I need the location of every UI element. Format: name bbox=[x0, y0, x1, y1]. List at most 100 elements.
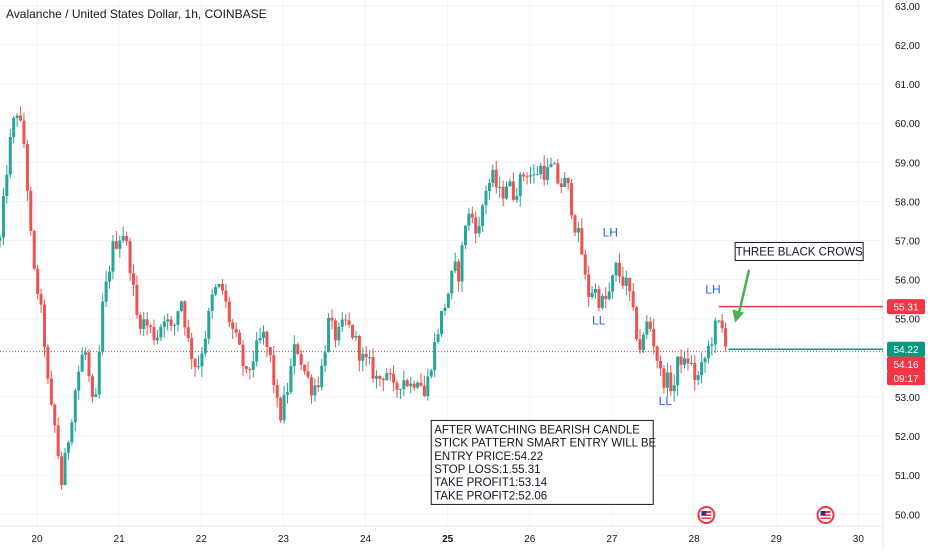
candle-body bbox=[84, 352, 88, 355]
candle-body bbox=[522, 174, 526, 177]
candle-body bbox=[412, 383, 416, 388]
candle-body bbox=[306, 371, 310, 378]
candle-body bbox=[419, 382, 423, 386]
candle-body bbox=[703, 358, 707, 363]
y-tick-label: 55.00 bbox=[895, 315, 920, 326]
candle-body bbox=[272, 355, 276, 386]
candle-body bbox=[563, 177, 567, 188]
candle-body bbox=[152, 327, 156, 341]
candle-body bbox=[166, 319, 170, 322]
candle-body bbox=[0, 237, 2, 241]
candle-body bbox=[183, 301, 187, 328]
x-tick-label: 30 bbox=[853, 534, 865, 545]
stop-loss-badge bbox=[887, 299, 925, 315]
candle-body bbox=[385, 373, 389, 381]
candle-body bbox=[652, 328, 656, 347]
candle-body bbox=[463, 225, 467, 246]
y-tick-label: 53.00 bbox=[895, 393, 920, 404]
candle-body bbox=[159, 326, 163, 338]
price-axis[interactable]: 50.0051.0052.0053.0054.0055.0056.0057.00… bbox=[895, 2, 920, 521]
candle-body bbox=[327, 317, 331, 353]
candle-body bbox=[576, 228, 580, 233]
candle-body bbox=[474, 217, 478, 234]
candle-body bbox=[720, 320, 724, 329]
candle-body bbox=[641, 334, 645, 350]
candle-body bbox=[22, 120, 26, 144]
countdown-text: 09:17 bbox=[893, 374, 918, 385]
crows-arrow-head bbox=[732, 309, 745, 323]
candle-body bbox=[477, 226, 481, 234]
candle-body bbox=[248, 369, 252, 371]
x-tick-label: 25 bbox=[442, 534, 454, 545]
candle-body bbox=[683, 358, 687, 365]
candle-body bbox=[713, 320, 717, 345]
candle-body bbox=[351, 324, 355, 338]
candle-body bbox=[162, 321, 166, 327]
candle-body bbox=[505, 186, 509, 199]
candle-body bbox=[617, 262, 621, 277]
candle-body bbox=[60, 456, 64, 486]
current-price-badge-text: 54.16 bbox=[893, 360, 918, 371]
candle-body bbox=[340, 319, 344, 327]
candle-body bbox=[426, 376, 430, 397]
candle-body bbox=[138, 315, 142, 329]
event-markers[interactable] bbox=[697, 506, 835, 524]
trade-note-line: AFTER WATCHING BEARISH CANDLE bbox=[434, 424, 640, 436]
candle-body bbox=[532, 174, 536, 176]
y-tick-label: 50.00 bbox=[895, 510, 920, 521]
trade-note-box bbox=[430, 419, 654, 505]
us-flag-event-icon[interactable] bbox=[697, 506, 716, 524]
candle-body bbox=[97, 351, 101, 395]
candle-body bbox=[200, 353, 204, 367]
trade-note-line: STICK PATTERN SMART ENTRY WILL BE bbox=[434, 438, 656, 450]
candle-body bbox=[56, 425, 60, 457]
candle-body bbox=[436, 334, 440, 342]
candle-body bbox=[296, 344, 300, 354]
candle-body bbox=[224, 290, 228, 302]
y-tick-label: 56.00 bbox=[895, 276, 920, 287]
candle-body bbox=[494, 169, 498, 188]
candle-body bbox=[361, 353, 365, 361]
crows-callout-box bbox=[734, 241, 864, 261]
candle-body bbox=[299, 353, 303, 365]
candle-body bbox=[693, 362, 697, 381]
candle-body bbox=[635, 307, 639, 340]
candle-body bbox=[611, 275, 615, 292]
candle-body bbox=[392, 373, 396, 383]
trade-note-line: TAKE PROFIT1:53.14 bbox=[434, 477, 548, 489]
candle-body bbox=[8, 136, 12, 175]
candle-body bbox=[429, 370, 433, 377]
candle-body bbox=[104, 281, 108, 302]
candle-body bbox=[145, 319, 149, 326]
time-axis[interactable]: 20 21 22 23 24 25 26 27 28 29 30 bbox=[31, 534, 864, 545]
candle-body bbox=[169, 319, 173, 326]
us-flag-event-icon[interactable] bbox=[816, 506, 835, 524]
candle-body bbox=[316, 385, 320, 388]
last-price-badge-text: 54.22 bbox=[893, 345, 918, 356]
candle-body bbox=[717, 320, 721, 322]
ll-label: LL bbox=[659, 394, 673, 408]
candle-body bbox=[556, 163, 560, 184]
candle-body bbox=[135, 284, 139, 316]
candle-body bbox=[39, 293, 43, 305]
ll-label: LL bbox=[592, 314, 606, 328]
candle-body bbox=[364, 353, 368, 358]
candle-body bbox=[12, 118, 16, 137]
candle-body bbox=[101, 301, 105, 352]
candle-body bbox=[244, 366, 248, 370]
candle-body bbox=[275, 385, 279, 398]
candle-body bbox=[511, 181, 515, 200]
candle-body bbox=[292, 344, 296, 367]
candle-body bbox=[491, 169, 495, 184]
trade-note-line: TAKE PROFIT2:52.06 bbox=[434, 490, 547, 502]
candle-body bbox=[234, 328, 238, 333]
candle-body bbox=[15, 115, 19, 119]
candle-body bbox=[285, 392, 289, 395]
candle-body bbox=[501, 186, 505, 199]
candle-body bbox=[203, 338, 207, 354]
candle-body bbox=[457, 261, 461, 282]
candle-body bbox=[309, 377, 313, 396]
candle-body bbox=[347, 320, 351, 325]
